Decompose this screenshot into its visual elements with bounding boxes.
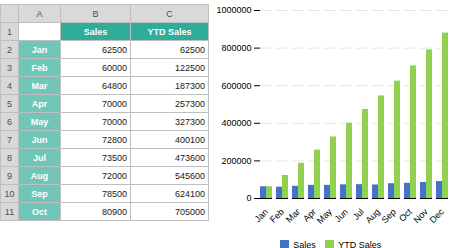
svg-text:Aug: Aug: [364, 207, 382, 225]
svg-text:Dec: Dec: [428, 206, 447, 225]
html-text:10: 10: [4, 188, 15, 199]
svg-text:Jun: Jun: [333, 207, 350, 224]
html-text:May: May: [30, 116, 49, 127]
html-text:73500: 73500: [102, 152, 127, 163]
html-text:Mar: Mar: [31, 80, 48, 91]
html-text:11: 11: [4, 206, 15, 217]
html-text:3: 3: [7, 62, 12, 73]
html-text:Jun: Jun: [31, 134, 48, 145]
svg-text:Sep: Sep: [380, 207, 398, 225]
html-text:62500: 62500: [102, 44, 127, 55]
html-text:80900: 80900: [102, 206, 127, 217]
html-text:Jul: Jul: [33, 152, 46, 163]
html-text:YTD Sales: YTD Sales: [147, 26, 192, 37]
html-text:64800: 64800: [102, 80, 127, 91]
svg-text:400000: 400000: [221, 118, 251, 128]
svg-text:Feb: Feb: [268, 207, 286, 225]
html-text:Oct: Oct: [32, 206, 47, 217]
svg-text:Jan: Jan: [253, 207, 270, 224]
html-text:B: B: [92, 8, 99, 19]
html-text:7: 7: [7, 134, 12, 145]
svg-text:Nov: Nov: [412, 206, 431, 225]
html-text:400100: 400100: [175, 134, 205, 145]
html-text:327300: 327300: [175, 116, 205, 127]
html-text:Sales: Sales: [83, 26, 108, 37]
html-text:6: 6: [7, 116, 12, 127]
svg-text:May: May: [315, 206, 334, 225]
html-text:4: 4: [7, 80, 12, 91]
html-text:62500: 62500: [180, 44, 205, 55]
html-text:Feb: Feb: [31, 62, 48, 73]
html-text:122500: 122500: [175, 62, 205, 73]
html-text:C: C: [166, 8, 173, 19]
html-text:Aug: Aug: [30, 170, 49, 181]
html-text:9: 9: [7, 170, 12, 181]
svg-text:0: 0: [246, 193, 251, 203]
html-text:60000: 60000: [102, 62, 127, 73]
html-text:Apr: Apr: [31, 98, 48, 109]
html-text:72000: 72000: [102, 170, 127, 181]
html-text:Jan: Jan: [31, 44, 48, 55]
svg-text:Apr: Apr: [301, 207, 318, 224]
html-text:257300: 257300: [175, 98, 205, 109]
svg-text:1000000: 1000000: [216, 5, 251, 15]
html-text:8: 8: [7, 152, 12, 163]
html-text:70000: 70000: [102, 98, 127, 109]
html-text:473600: 473600: [175, 152, 205, 163]
html-text:Sep: Sep: [31, 188, 48, 199]
html-text:624100: 624100: [175, 188, 205, 199]
html-text:70000: 70000: [102, 116, 127, 127]
html-text:72800: 72800: [102, 134, 127, 145]
html-text:2: 2: [7, 44, 12, 55]
html-text:545600: 545600: [175, 170, 205, 181]
html-text:78500: 78500: [102, 188, 127, 199]
html-text:5: 5: [7, 98, 12, 109]
svg-text:200000: 200000: [221, 156, 251, 166]
svg-text:800000: 800000: [221, 43, 251, 53]
svg-text:Mar: Mar: [284, 207, 302, 225]
svg-text:600000: 600000: [221, 81, 251, 91]
html-text:187300: 187300: [175, 80, 205, 91]
svg-text:Oct: Oct: [397, 206, 414, 223]
svg-text:Jul: Jul: [351, 207, 366, 222]
html-text:1: 1: [7, 26, 12, 37]
html-text:A: A: [36, 8, 43, 19]
html-text:705000: 705000: [175, 206, 205, 217]
